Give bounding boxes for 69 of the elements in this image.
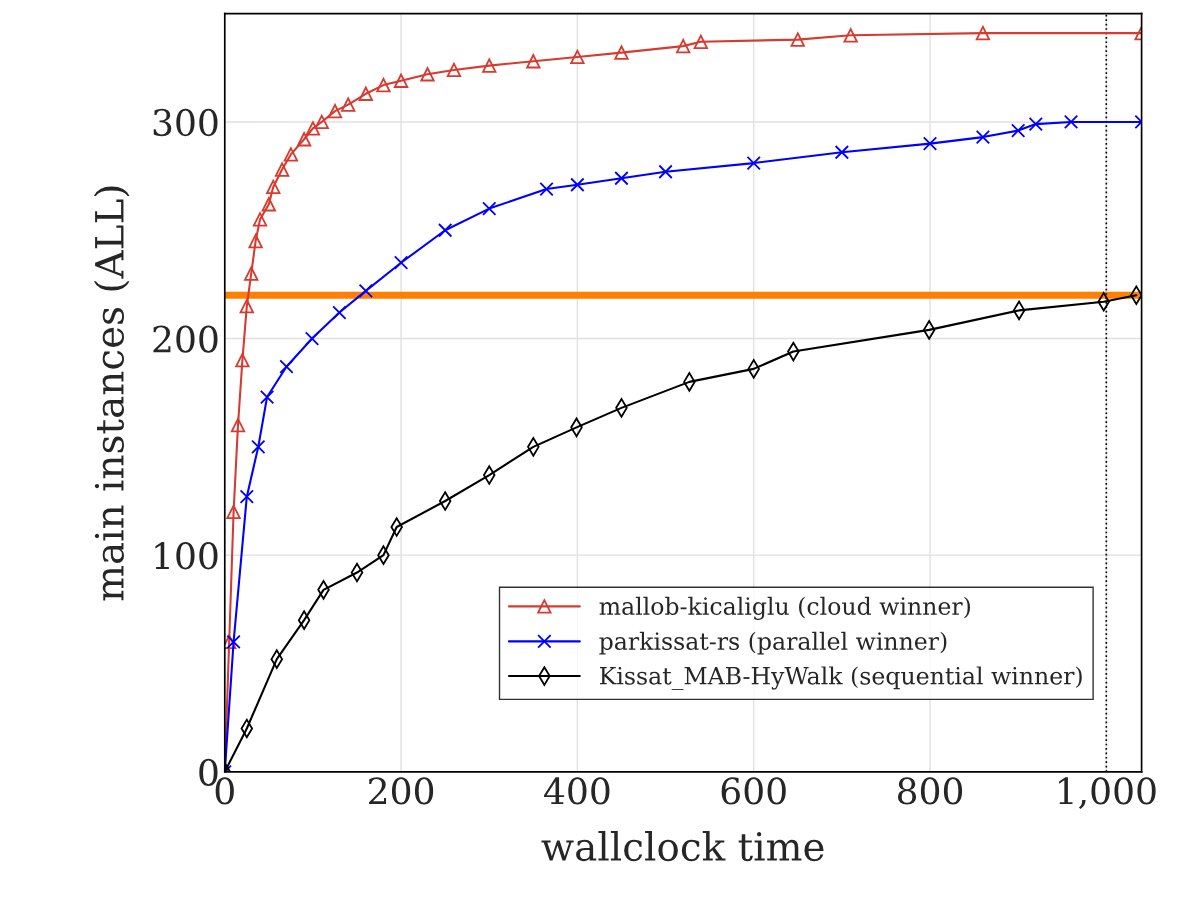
point (274, 162, 290, 177)
x-tick-label: 200 (369, 777, 434, 805)
point (676, 38, 691, 54)
y-axis-title: main instances (ALL) (93, 186, 130, 601)
point (570, 49, 585, 65)
x-tick-label: 600 (721, 777, 786, 805)
point (376, 77, 391, 93)
point (614, 171, 629, 186)
point (482, 201, 497, 216)
point (420, 67, 435, 82)
point (239, 489, 254, 504)
point (297, 610, 311, 630)
legend-label: parkissat-rs (parallel winner) (599, 631, 947, 655)
point (658, 164, 673, 179)
point (393, 73, 409, 88)
point (239, 298, 254, 314)
point (393, 255, 409, 270)
point (230, 418, 246, 433)
point (922, 136, 938, 151)
point (244, 266, 259, 281)
x-tick-label: 800 (897, 777, 963, 805)
point (446, 62, 462, 78)
point (358, 283, 373, 299)
point (1063, 114, 1079, 130)
point (614, 45, 629, 60)
x-axis-title: wallclock time (541, 831, 824, 862)
legend-label: Kissat_MAB-HyWalk (sequential winner) (599, 666, 1082, 690)
point (1011, 123, 1026, 138)
point (975, 129, 991, 145)
point (790, 32, 805, 47)
y-tick-label: 200 (153, 325, 218, 353)
point (539, 181, 554, 197)
point (251, 439, 266, 455)
x-tick-label: 400 (544, 777, 610, 805)
x-tick-label: 1,000 (1059, 777, 1156, 810)
point (482, 58, 497, 73)
point (570, 177, 585, 192)
point (834, 145, 850, 160)
point (975, 25, 991, 41)
point (358, 86, 373, 101)
point (341, 97, 356, 112)
point (438, 223, 453, 238)
point (526, 54, 541, 69)
y-tick-label: 100 (155, 542, 218, 570)
point (746, 155, 761, 171)
point (1028, 116, 1043, 132)
point (843, 28, 858, 43)
point (235, 353, 250, 368)
point (259, 389, 275, 405)
point (279, 359, 294, 374)
point (252, 212, 268, 227)
point (226, 504, 241, 520)
point (296, 132, 312, 147)
point (693, 34, 708, 49)
point (332, 305, 347, 320)
point (226, 634, 241, 649)
point (314, 114, 329, 130)
point (283, 147, 299, 162)
legend-label: mallob-kicaliglu (cloud winner) (599, 596, 970, 620)
point (248, 233, 263, 249)
point (266, 179, 281, 195)
point (304, 331, 320, 346)
point (922, 320, 936, 340)
point (224, 634, 237, 649)
point (438, 491, 452, 511)
point (327, 103, 343, 119)
point (261, 197, 277, 212)
y-tick-label: 300 (153, 108, 218, 137)
point (305, 121, 321, 136)
